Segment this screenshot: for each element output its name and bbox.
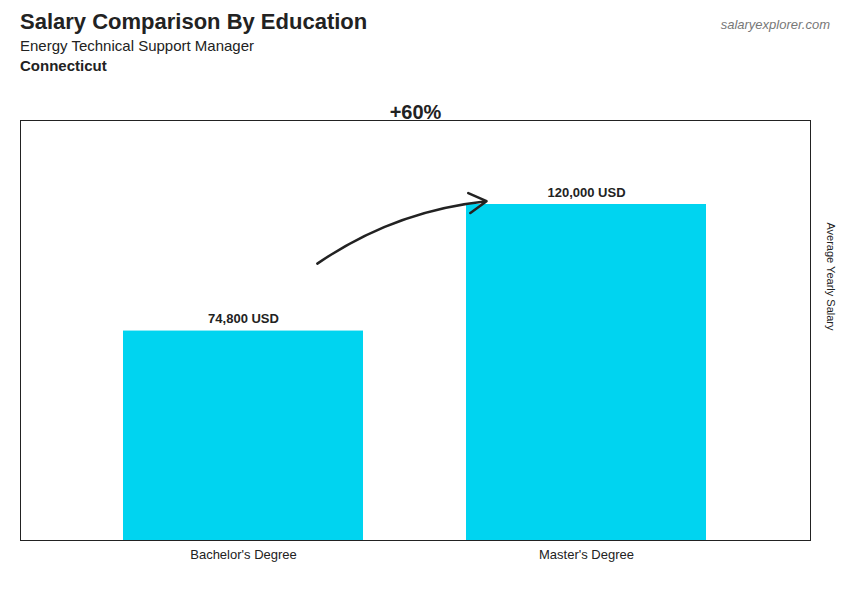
html-text:Connecticut: Connecticut [20,57,107,74]
html-text:salaryexplorer.com: salaryexplorer.com [720,17,830,32]
svg-text:Bachelor's Degree: Bachelor's Degree [190,547,297,562]
svg-text:Master's Degree: Master's Degree [539,547,634,562]
svg-text:120,000 USD: 120,000 USD [547,185,625,200]
svg-text:Average Yearly Salary: Average Yearly Salary [825,222,837,331]
svg-text:+60%: +60% [390,101,442,123]
html-text:Energy Technical Support Manag: Energy Technical Support Manager [20,37,254,54]
svg-text:74,800 USD: 74,800 USD [208,311,279,326]
html-text:Salary Comparison By Education: Salary Comparison By Education [20,9,368,34]
